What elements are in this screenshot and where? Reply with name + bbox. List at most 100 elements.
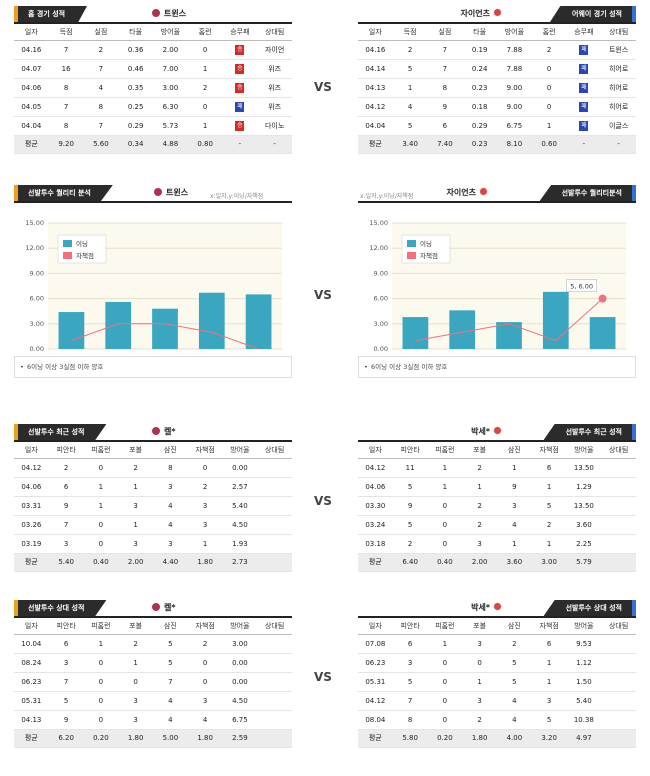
column-header: 피안타: [392, 442, 428, 459]
table-cell: 위즈: [257, 97, 292, 117]
average-cell: -: [222, 135, 258, 154]
bar: [496, 322, 522, 349]
table-cell: 16: [48, 59, 84, 79]
table-cell: [601, 458, 636, 478]
table-cell: 5.40: [566, 691, 602, 711]
bar: [589, 317, 616, 349]
table-cell: 7: [153, 672, 188, 692]
table-cell: 6.30: [153, 97, 188, 117]
table-cell: 0: [118, 672, 153, 692]
average-row: 평균 9.20 5.60 0.34 4.88 0.80- -: [14, 135, 292, 154]
average-cell: 4.00: [497, 729, 532, 748]
table-cell: 0: [462, 653, 497, 673]
table-cell: 4: [153, 515, 188, 535]
home-record-panel: 홈 경기 성적 트윈스 일자 득점 실점 타율 방어율 홈런 승무패 상대팀 04.16 7 2 0.…: [14, 6, 292, 154]
column-header: 홈런: [187, 24, 223, 41]
table-cell: 03.26: [14, 515, 49, 535]
home-team-label: 트윈스: [164, 9, 187, 18]
column-header: 피안타: [392, 618, 428, 635]
table-cell: [257, 691, 292, 711]
table-cell: 0: [427, 691, 463, 711]
column-header: 삼진: [497, 618, 532, 635]
table-cell: 다이노: [257, 116, 292, 136]
average-cell: 0.23: [462, 135, 497, 154]
column-header: 방어율: [222, 618, 258, 635]
recent-right-panel: 선발투수 최근 성적 박세* 일자 피안타 피홈런 포볼 삼진 자책점 방어율 상대팀 04.1…: [358, 424, 636, 572]
table-cell: 3: [497, 496, 532, 516]
giants-logo-icon: [493, 8, 502, 17]
result-cell: 승: [222, 116, 258, 136]
table-cell: 5: [392, 116, 428, 136]
table-cell: 4: [392, 97, 428, 117]
legend-label: 자책점: [76, 251, 94, 260]
quality-right-team-label: 자이언츠: [446, 188, 476, 197]
column-header: 삼진: [153, 442, 188, 459]
quality-left-axis-note: x:일자,y:이닝/자책점: [210, 193, 264, 200]
home-record-table: 일자 득점 실점 타율 방어율 홈런 승무패 상대팀 04.16 7 2 0.36 2.00 0 승 자이언 0…: [14, 24, 292, 154]
y-tick-label: 15.00: [25, 219, 44, 227]
average-cell: 5.60: [83, 135, 119, 154]
table-cell: 2: [497, 634, 532, 654]
bar: [449, 310, 476, 349]
opponent-left-title: 선발투수 상대 성적: [14, 600, 107, 616]
average-cell: -: [601, 135, 636, 154]
column-header: 피홈런: [427, 618, 463, 635]
table-cell: 1: [187, 534, 223, 554]
table-cell: 9: [48, 496, 84, 516]
table-cell: 히어로: [601, 97, 636, 117]
column-header: 포볼: [118, 618, 153, 635]
table-row: 03.19 3 0 3 3 1 1.93: [14, 534, 292, 554]
legend-label: 이닝: [420, 239, 432, 248]
column-header: 일자: [14, 618, 49, 635]
table-cell: 1: [531, 653, 567, 673]
table-row: 04.04 8 7 0.29 5.73 1 승 다이노: [14, 116, 292, 136]
table-cell: 1: [462, 672, 497, 692]
result-badge: 승: [235, 44, 245, 55]
table-cell: 3.60: [566, 515, 602, 535]
average-cell: 0.20: [83, 729, 119, 748]
table-cell: 0.35: [118, 78, 153, 98]
table-cell: 2: [462, 515, 497, 535]
table-cell: 8: [48, 78, 84, 98]
average-cell: 3.60: [497, 553, 532, 572]
table-cell: 7.88: [497, 59, 532, 79]
table-cell: 03.30: [358, 496, 393, 516]
table-cell: 9.00: [497, 78, 532, 98]
bar: [198, 292, 225, 349]
table-cell: 0.24: [462, 59, 497, 79]
column-header: 방어율: [222, 442, 258, 459]
table-cell: 2: [118, 634, 153, 654]
table-cell: 0.00: [222, 653, 258, 673]
table-cell: 0.19: [462, 40, 497, 60]
opponent-left-team: 켈*: [152, 602, 176, 614]
average-cell: 평균: [14, 135, 49, 154]
table-cell: 6: [48, 477, 84, 497]
table-cell: [257, 634, 292, 654]
recent-right-title: 선발투수 최근 성적: [543, 424, 636, 440]
opponent-left-table: 일자 피안타 피홈런 포볼 삼진 자책점 방어율 상대팀 10.04 6 1 2 5 2 3.00 08.24…: [14, 618, 292, 748]
average-row: 평균 6.20 0.20 1.80 5.00 1.80 2.59: [14, 729, 292, 748]
table-cell: 이글스: [601, 116, 636, 136]
opponent-right-panel: 선발투수 상대 성적 박세* 일자 피안타 피홈런 포볼 삼진 자책점 방어율 상대팀 07.0…: [358, 600, 636, 748]
table-cell: 13.50: [566, 458, 602, 478]
result-badge: 패: [235, 101, 245, 112]
average-cell: 7.40: [427, 135, 463, 154]
average-cell: -: [566, 135, 602, 154]
column-header: 상대팀: [257, 618, 292, 635]
average-cell: 9.20: [48, 135, 84, 154]
table-cell: [601, 710, 636, 730]
table-cell: 1: [497, 534, 532, 554]
quality-left-header: 선발투수 퀄리티 분석 트윈스 x:일자,y:이닝/자책점: [14, 185, 292, 203]
column-header: 피안타: [48, 442, 84, 459]
table-cell: 1.29: [566, 477, 602, 497]
average-cell: 평균: [14, 729, 49, 748]
table-cell: 1: [187, 59, 223, 79]
table-row: 06.23 7 0 0 7 0 0.00: [14, 672, 292, 692]
recent-right-team-label: 박세*: [471, 427, 490, 436]
average-cell: 0.20: [427, 729, 463, 748]
bar: [402, 317, 429, 349]
quality-left-team: 트윈스: [154, 187, 188, 199]
average-cell: -: [257, 135, 292, 154]
table-cell: 04.13: [358, 78, 393, 98]
table-cell: 0: [83, 710, 119, 730]
